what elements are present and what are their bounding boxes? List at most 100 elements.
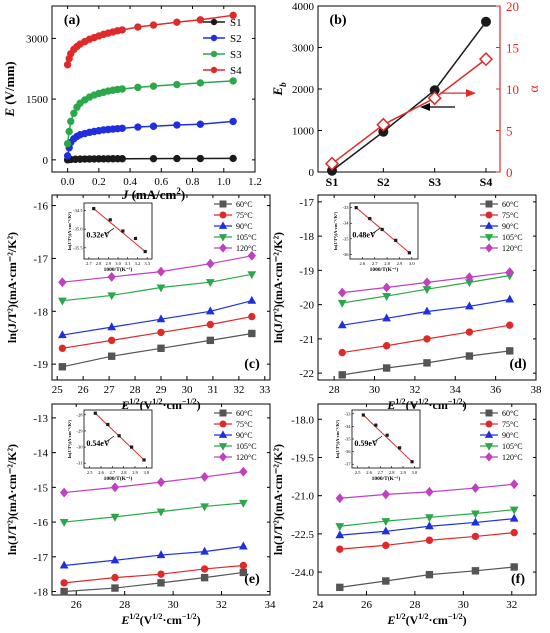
- x-axis-label-part: −1/2: [448, 612, 463, 621]
- data-point: [107, 352, 116, 360]
- data-point: [107, 336, 116, 345]
- x-axis-label-sup: 2: [176, 186, 181, 196]
- legend-label: 90°C: [236, 222, 253, 231]
- data-point: [425, 536, 434, 544]
- legend-marker: [219, 452, 227, 462]
- inset-y-tick-label: -35: [343, 236, 350, 241]
- inset-data-point: [394, 238, 398, 242]
- data-point: [156, 314, 166, 323]
- inset-y-tick-label: -36: [345, 449, 352, 454]
- inset-annotation-arrow: [371, 227, 381, 235]
- series-line: [64, 502, 244, 523]
- inset-y-tick-label: -36: [343, 252, 350, 257]
- y-tick-label-right: 10: [506, 82, 519, 97]
- data-point: [173, 121, 181, 129]
- panel-label: (d): [509, 357, 526, 372]
- legend-marker: [485, 211, 493, 219]
- data-point: [134, 23, 142, 31]
- series-120°C: [335, 479, 519, 504]
- activation-energy-label: 0.54eV: [86, 439, 110, 448]
- x-axis-label-part: ·cm: [429, 613, 448, 627]
- inset-y-tick-label: -35: [345, 437, 352, 442]
- panel-label: (c): [244, 357, 260, 372]
- data-point: [156, 477, 166, 488]
- data-point: [60, 587, 68, 596]
- data-point: [173, 18, 181, 26]
- data-point: [134, 123, 142, 131]
- inset-y-tick-label: -33: [345, 411, 352, 416]
- data-point: [382, 342, 391, 350]
- x-tick-label: 30: [369, 384, 381, 396]
- inset-y-label: ln(J/T²)(A·cm⁻²/K²): [335, 420, 340, 458]
- data-point: [335, 530, 345, 539]
- data-point: [110, 482, 120, 493]
- panel-b: S1 S2 S3 S4 0 1000 2000 3000 4000 0 5 10 15 20 (b) Eb α: [270, 0, 542, 189]
- y-tick-label-right: 15: [506, 41, 519, 56]
- panel-a: 0.0 0.2 0.4 0.6 0.8 1.0 1.2 0 1500 3000 (a) J (mA/c…: [2, 5, 262, 202]
- x-axis-label-part: ·cm: [429, 398, 448, 412]
- data-point: [206, 320, 215, 329]
- data-point: [149, 82, 158, 90]
- legend-label: 105°C: [502, 442, 523, 451]
- legend-label: 60°C: [502, 409, 519, 418]
- data-point: [157, 344, 165, 352]
- panel-label: (f): [511, 572, 525, 587]
- x-axis-label-part: ): [197, 398, 201, 412]
- data-point: [510, 479, 519, 490]
- x-tick-label: 29: [156, 384, 168, 396]
- inset-x-tick-label: 2.7: [372, 261, 378, 266]
- x-axis-label-part: E: [386, 613, 395, 627]
- data-point: [509, 513, 519, 522]
- inset-y-tick-label: -37: [345, 462, 352, 467]
- data-point: [59, 519, 69, 527]
- y-axis-label: ln(J/T²)(mA·cm⁻²/K²): [5, 444, 19, 555]
- inset-data-point: [121, 229, 125, 233]
- data-point: [110, 555, 120, 564]
- legend-label: 60°C: [236, 200, 253, 209]
- x-tick-label: 32: [233, 384, 244, 396]
- legend-label: 90°C: [502, 222, 519, 231]
- y-tick-label-left: 4000: [292, 1, 315, 13]
- data-point: [465, 328, 474, 336]
- inset-data-point: [117, 434, 121, 438]
- x-axis-label-part: 1/2: [129, 612, 139, 621]
- data-point: [423, 359, 431, 367]
- data-point: [149, 21, 158, 29]
- series-line: [64, 545, 244, 567]
- data-point: [58, 344, 67, 352]
- legend-label: S2: [230, 33, 242, 45]
- inset-plot: 2.5 2.6 2.7 2.8 2.9 3.0 -28 -29 -30 -31 1000/T(K⁻¹…: [67, 409, 153, 482]
- data-point: [156, 550, 166, 559]
- series-line: [339, 509, 515, 527]
- data-point: [382, 293, 391, 301]
- legend-marker: [218, 430, 228, 438]
- x-axis-label-part: E: [120, 613, 129, 627]
- inset-x-tick-label: 2.7: [378, 470, 384, 475]
- y-tick-label: 0: [43, 155, 49, 167]
- data-point: [481, 16, 491, 27]
- inset-x-tick-label: 2.6: [360, 261, 366, 266]
- data-point: [173, 80, 181, 89]
- data-point: [471, 483, 480, 493]
- data-point: [338, 348, 346, 357]
- data-point: [425, 514, 434, 523]
- inset-x-tick-label: 2.7: [110, 470, 116, 475]
- data-point: [425, 486, 434, 497]
- y-tick-label: -22.5: [291, 529, 314, 541]
- x-tick-label: S2: [377, 175, 390, 189]
- arrow-right-head: [466, 89, 476, 98]
- y-axis-label: ln(J/T²)(mA·cm⁻²/K²): [271, 232, 285, 343]
- inset-data-point: [92, 207, 96, 211]
- inset-data-point: [368, 216, 372, 221]
- y-tick-label-right: 20: [506, 0, 519, 14]
- series-75°C: [60, 561, 248, 587]
- data-point: [471, 517, 480, 526]
- y-axis-label-left-var: E: [270, 87, 285, 97]
- x-axis-label: J (mA/cm2): [121, 186, 185, 202]
- series-60°C: [60, 568, 248, 596]
- data-point: [229, 11, 237, 20]
- y-tick-label: -19: [299, 265, 314, 277]
- inset-plot: 2.7 2.8 2.9 3.0 3.1 3.2 3.3 -34.5 -35.0 -35.5 1000…: [67, 202, 153, 273]
- data-point: [107, 292, 117, 301]
- legend-label: 90°C: [236, 431, 253, 440]
